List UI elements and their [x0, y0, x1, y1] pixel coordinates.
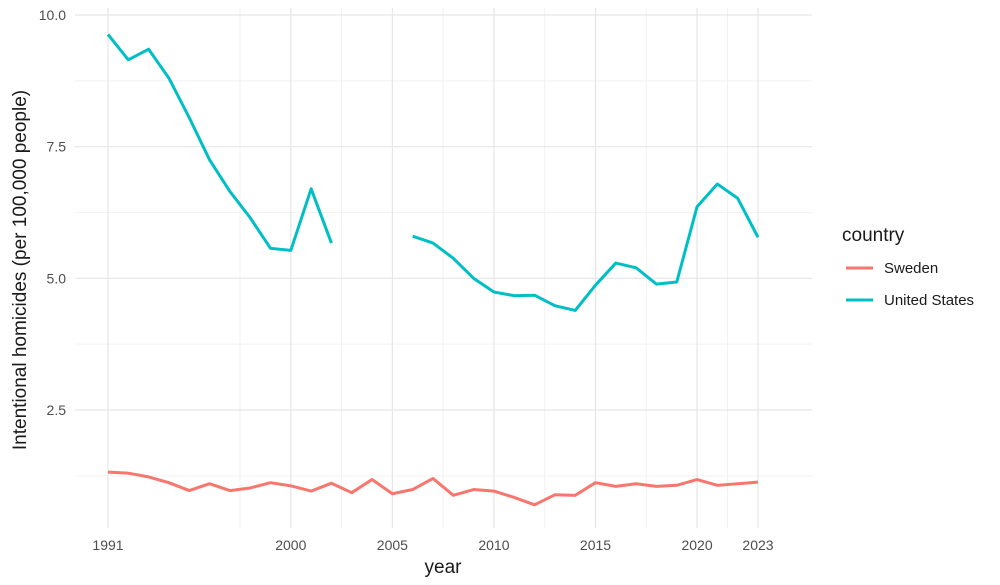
y-tick-label: 7.5	[47, 139, 67, 155]
x-tick-label: 2020	[681, 537, 712, 553]
x-tick-label: 2010	[478, 537, 509, 553]
x-tick-label: 2023	[742, 537, 773, 553]
x-axis-title: year	[425, 557, 463, 578]
x-axis-ticks: 1991 2000 2005 2010 2015 2020 2023	[92, 537, 773, 553]
series-line-united-states	[412, 182, 760, 312]
y-tick-label: 5.0	[47, 270, 67, 286]
legend: country Sweden United States	[842, 225, 974, 309]
legend-title: country	[842, 225, 905, 246]
x-tick-label: 1991	[92, 537, 123, 553]
y-tick-label: 2.5	[47, 402, 67, 418]
y-axis-ticks: 2.5 5.0 7.5 10.0	[39, 7, 66, 418]
series-line-sweden	[107, 470, 759, 507]
x-tick-label: 2015	[580, 537, 611, 553]
y-tick-label: 10.0	[39, 7, 66, 23]
x-tick-label: 2005	[377, 537, 408, 553]
legend-label-sweden: Sweden	[884, 260, 938, 277]
series-line-united-states	[106, 33, 333, 252]
legend-label-united-states: United States	[884, 292, 974, 309]
y-axis-title: Intentional homicides (per 100,000 peopl…	[10, 90, 31, 450]
major-gridlines	[75, 8, 812, 528]
series-lines	[106, 33, 760, 507]
x-tick-label: 2000	[275, 537, 306, 553]
minor-gridlines	[75, 8, 812, 528]
